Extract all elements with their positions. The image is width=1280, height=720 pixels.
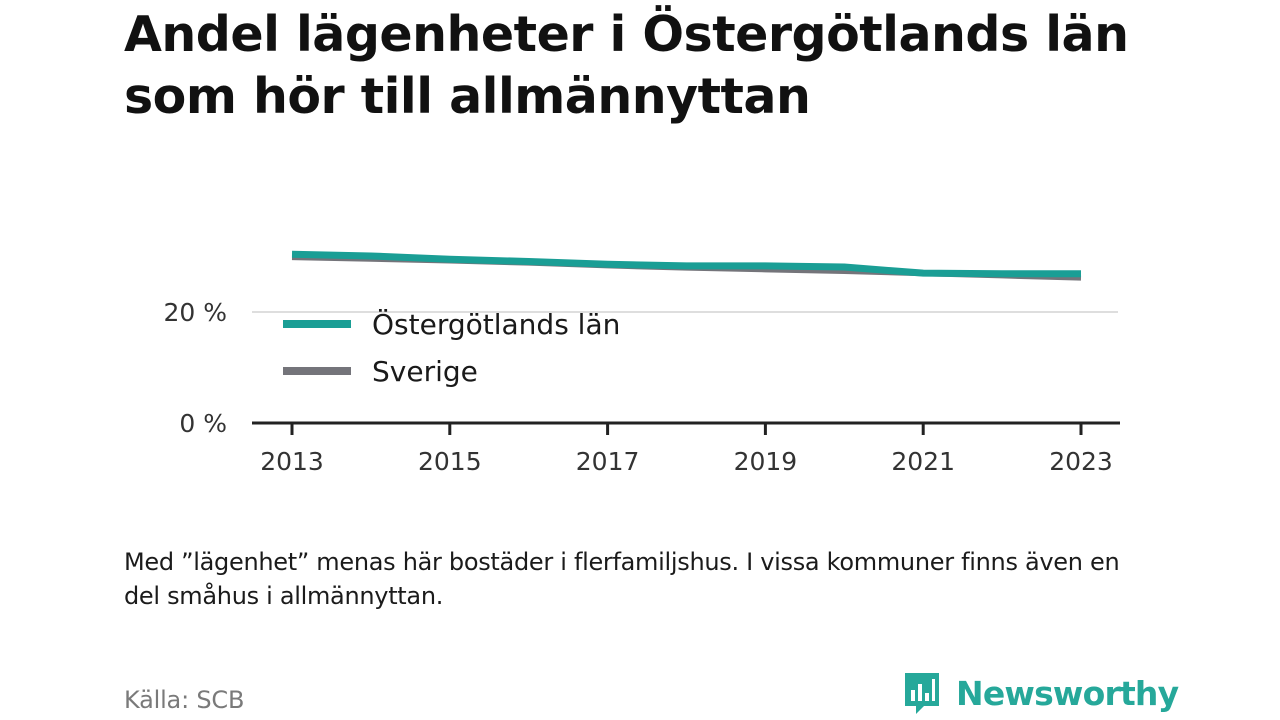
- x-tick-label: 2015: [418, 447, 482, 476]
- x-axis: 2013 2015 2017 2019 2021 2023: [252, 421, 1120, 476]
- x-tick-label: 2019: [734, 447, 798, 476]
- gridlines: 0 % 20 %: [163, 298, 1118, 438]
- legend-label: Sverige: [372, 355, 478, 388]
- y-tick-label: 0 %: [179, 409, 227, 438]
- x-tick-label: 2013: [260, 447, 324, 476]
- series-line-östergötlands-län: [291, 250, 1081, 278]
- bar-chart-bubble-icon: [905, 673, 939, 714]
- brand-logo: Newsworthy: [902, 670, 1179, 716]
- x-tick-label: 2021: [891, 447, 955, 476]
- brand-name: Newsworthy: [956, 673, 1179, 713]
- y-tick-label: 20 %: [163, 298, 227, 327]
- source-label: Källa: SCB: [124, 686, 245, 714]
- chart-note: Med ”lägenhet” menas här bostäder i fler…: [124, 548, 1120, 610]
- x-tick-label: 2023: [1049, 447, 1113, 476]
- line-chart: 0 % 20 % 2013 2015 2017 2019 2021 2023 Östergö…: [163, 250, 1120, 476]
- legend-label: Östergötlands län: [372, 307, 620, 341]
- series-lines: [291, 250, 1082, 281]
- legend-swatch: [283, 320, 351, 328]
- chart-title: Andel lägenheter i Östergötlands län som…: [124, 6, 1129, 125]
- x-tick-label: 2017: [576, 447, 640, 476]
- legend: Östergötlands län Sverige: [283, 307, 620, 388]
- legend-swatch: [283, 367, 351, 375]
